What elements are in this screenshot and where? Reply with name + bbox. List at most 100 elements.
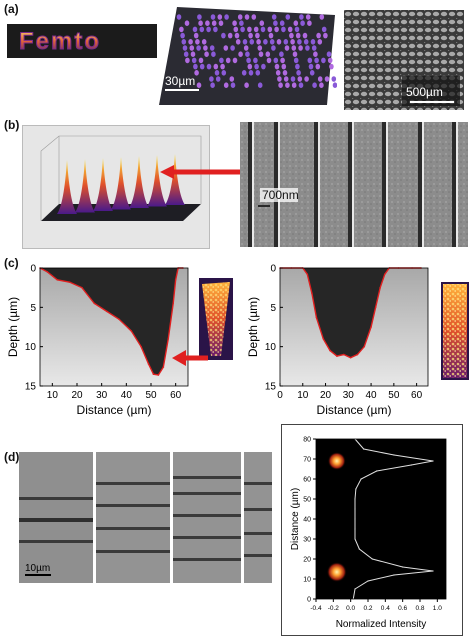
pillar-dot (311, 45, 317, 51)
pillar-dot (190, 51, 196, 57)
intensity-xtick-label: -0.4 (310, 605, 322, 612)
pillar-dot (317, 76, 323, 82)
c-left-xtick-label: 40 (121, 390, 133, 401)
c-left-ytick-label: 15 (25, 382, 37, 393)
c-left-depth-point (157, 374, 160, 376)
pillar-dot (321, 57, 326, 64)
intensity-point (354, 508, 356, 510)
intensity-point (393, 574, 395, 576)
c-left-depth-point (167, 338, 170, 340)
pillar-dot (276, 39, 282, 45)
pillar-dot (221, 70, 227, 76)
c-right-xtick-label: 0 (277, 390, 283, 401)
pillar-dot (284, 45, 290, 51)
grating-groove (348, 122, 352, 247)
panel-label-d: (d) (4, 450, 20, 464)
peak-shape (165, 154, 185, 205)
textured-surface-image: 500µm (344, 10, 464, 110)
grating-ridge (278, 122, 280, 247)
c-right-trench-region (280, 268, 422, 358)
pillar-dot (234, 32, 240, 39)
c-right-ylabel: Depth (µm) (246, 297, 260, 357)
pillar-dot (295, 32, 301, 39)
pillar-dot (185, 57, 190, 64)
grating-groove (314, 122, 318, 247)
pillar-dot (267, 26, 273, 33)
c-right-depth-point (370, 326, 372, 328)
pillar-dot (218, 20, 224, 26)
c-left-ytick-label: 5 (30, 303, 36, 314)
pillar-dot (191, 57, 197, 64)
pillar-dot (204, 51, 209, 57)
pillar-dot (279, 20, 285, 26)
pillar-dot (193, 63, 198, 70)
peak-shape (111, 157, 131, 210)
pillar-dot (249, 39, 255, 45)
pillar-dot (223, 45, 229, 51)
pillar-dot (310, 39, 316, 45)
pillar-dot (256, 39, 261, 45)
pillar-dot (198, 57, 204, 64)
pillar-dot (215, 76, 221, 82)
lower-mode-spot (326, 562, 347, 582)
intensity-xlabel: Normalized Intensity (336, 619, 427, 630)
pillar-dot (201, 39, 207, 45)
c-left-depth-point (68, 281, 71, 283)
pillar-array-svg: 30µm (159, 7, 337, 105)
pillar-dot (258, 51, 264, 57)
grating-groove (452, 122, 456, 247)
grating-ridge (318, 122, 320, 247)
grating-ridge (352, 122, 354, 247)
peaks-svg (40, 135, 202, 221)
pillar-dot (314, 57, 319, 64)
c-left-depth-point (152, 373, 155, 375)
intensity-ytick-label: 60 (303, 477, 311, 484)
peak-shape (75, 159, 95, 213)
pillar-dot (261, 63, 266, 70)
pillar-dot (199, 63, 205, 70)
intensity-point (354, 538, 356, 540)
pillar-dot (205, 20, 210, 26)
pillar-dot (281, 26, 286, 33)
pillar-dot (210, 14, 216, 20)
c-left-xtick-label: 30 (96, 390, 108, 401)
grating-groove (274, 122, 278, 247)
pillar-dot (278, 82, 283, 88)
intensity-point (393, 454, 395, 456)
c-left-xtick-label: 10 (47, 390, 59, 401)
grating-groove (382, 122, 386, 247)
pillar-dot (253, 57, 258, 64)
pillar-dot (183, 51, 189, 57)
pillar-dot (210, 82, 215, 88)
intensity-ytick-label: 10 (303, 577, 311, 584)
c-left-xlabel: Distance (µm) (77, 403, 152, 417)
c-right-ytick-label: 10 (265, 342, 277, 353)
pillar-dot (305, 45, 310, 51)
peaks-3d-plot (22, 125, 210, 249)
femto-logo-image: Femto (7, 24, 157, 58)
c-right-xtick-label: 50 (388, 390, 400, 401)
pillar-dot (287, 26, 293, 33)
pillar-dot (268, 32, 274, 39)
intensity-point (355, 488, 357, 490)
pillar-dot (274, 26, 279, 33)
pillar-dot (273, 20, 278, 26)
pillar-dot (297, 76, 303, 82)
intensity-point (371, 558, 373, 560)
pillar-dot (243, 45, 249, 51)
c-right-xtick-label: 30 (343, 390, 355, 401)
pillar-dot (230, 45, 235, 51)
pillar-dot (209, 45, 215, 51)
pillar-dot (299, 14, 304, 20)
scale-bar-30um: 30µm (165, 74, 195, 88)
pillar-dot (293, 57, 299, 64)
c-right-depth-point (363, 345, 366, 348)
c-right-depth-point (383, 273, 386, 276)
pillar-dot (196, 82, 202, 88)
c-right-ytick-label: 5 (270, 303, 276, 314)
pillar-dot (307, 57, 313, 64)
pillar-dot (232, 20, 237, 26)
c-right-axes-frame (279, 267, 429, 387)
c-left-depth-point (46, 271, 49, 273)
c-left-xtick-label: 60 (170, 390, 182, 401)
